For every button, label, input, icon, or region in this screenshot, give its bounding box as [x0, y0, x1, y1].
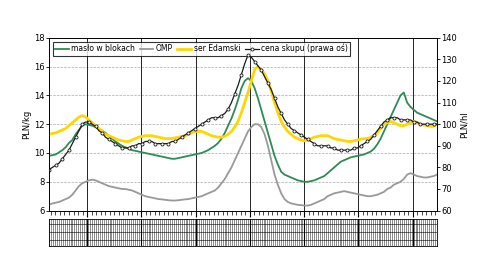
Y-axis label: PLN/hl: PLN/hl: [460, 111, 469, 138]
Y-axis label: PLN/kg: PLN/kg: [23, 110, 31, 139]
Legend: masło w blokach, OMP, ser Edamski, cena skupu (prawa oś): masło w blokach, OMP, ser Edamski, cena …: [53, 42, 350, 56]
